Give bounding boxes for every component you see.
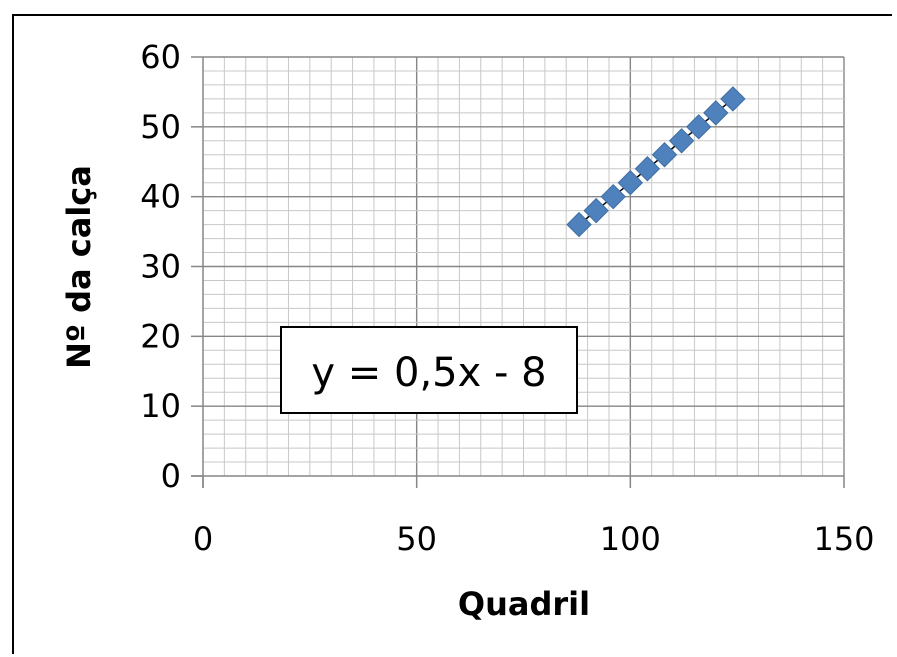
data-point-marker <box>685 114 712 140</box>
x-tick-labels: 0 50 100 150 <box>193 520 875 558</box>
data-point-marker <box>720 86 746 112</box>
x-tick-label: 0 <box>193 520 213 558</box>
y-tick-labels: 0 10 20 30 40 50 60 <box>140 38 181 495</box>
data-points <box>566 86 746 238</box>
x-tick-label: 100 <box>600 520 661 558</box>
equation-text: y = 0,5x - 8 <box>311 350 546 396</box>
y-tick-label: 0 <box>161 457 181 495</box>
y-tick-label: 30 <box>140 248 181 286</box>
y-tick-label: 20 <box>140 317 181 355</box>
y-axis-title: Nº da calça <box>60 165 98 369</box>
data-point-marker <box>566 211 592 238</box>
x-axis-title: Quadril <box>458 585 590 623</box>
data-point-marker <box>583 197 609 224</box>
equation-box-border <box>280 326 578 414</box>
y-tick-label: 40 <box>140 178 181 216</box>
data-point-marker <box>651 142 678 168</box>
x-tick-label: 150 <box>813 520 874 558</box>
trendline <box>578 98 734 226</box>
y-tick-label: 50 <box>140 108 181 146</box>
data-point-marker <box>600 183 626 210</box>
data-point-marker <box>617 169 644 196</box>
y-tick-label: 10 <box>140 387 181 425</box>
x-tick-label: 50 <box>396 520 437 558</box>
y-tick-label: 60 <box>140 38 181 76</box>
data-point-marker <box>634 156 661 182</box>
trendline-line <box>578 98 734 226</box>
data-point-marker <box>703 100 729 126</box>
trendline-equation-label: y = 0,5x - 8 <box>280 326 578 414</box>
data-point-marker <box>668 128 695 154</box>
axes <box>191 56 845 488</box>
